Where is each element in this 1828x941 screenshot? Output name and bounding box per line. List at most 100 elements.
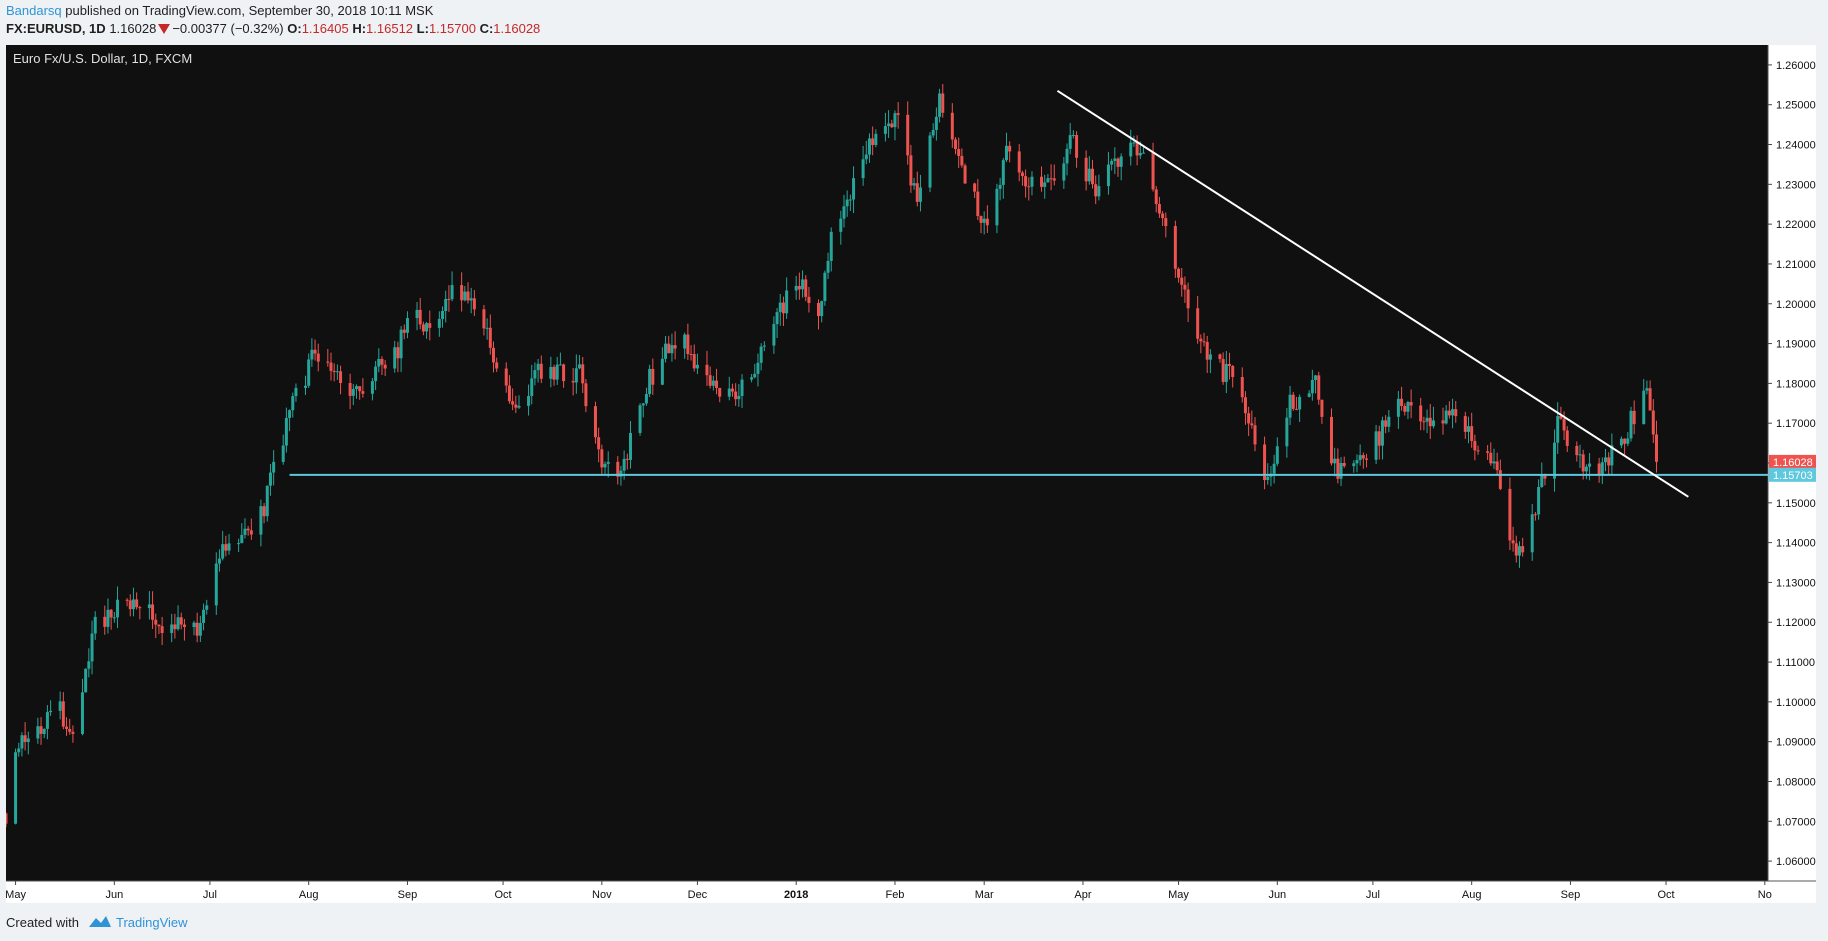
plot-background[interactable] bbox=[6, 45, 1768, 881]
candle-body bbox=[1648, 388, 1652, 411]
candle-body bbox=[1604, 457, 1608, 463]
chart-title: Euro Fx/U.S. Dollar, 1D, FXCM bbox=[13, 51, 192, 66]
time-tick-label: Mar bbox=[975, 889, 994, 901]
candle-body bbox=[562, 364, 566, 382]
candle-body bbox=[686, 334, 690, 354]
candle-body bbox=[1084, 157, 1088, 182]
candle-body bbox=[734, 391, 738, 400]
candle-body bbox=[58, 701, 62, 711]
candle-body bbox=[1530, 514, 1534, 553]
candle-body bbox=[354, 386, 358, 390]
time-tick-label: Nov bbox=[592, 889, 612, 901]
candle-body bbox=[377, 358, 381, 367]
candle-body bbox=[192, 622, 196, 628]
candle-body bbox=[221, 544, 225, 559]
candle-body bbox=[982, 218, 986, 223]
candle-body bbox=[491, 347, 495, 363]
publish-info: Bandarsq published on TradingView.com, S… bbox=[6, 3, 433, 18]
candle-body bbox=[918, 187, 922, 202]
candle-body bbox=[622, 458, 626, 471]
candle-body bbox=[807, 296, 811, 303]
candle-body bbox=[718, 387, 722, 397]
candle-body bbox=[469, 298, 473, 301]
time-tick-label: Oct bbox=[1657, 889, 1674, 901]
candle-body bbox=[1654, 434, 1658, 462]
candle-body bbox=[310, 349, 314, 360]
candle-body bbox=[61, 701, 65, 727]
candle-body bbox=[1619, 438, 1623, 446]
candle-body bbox=[1540, 474, 1544, 488]
price-tick-label: 1.12000 bbox=[1776, 617, 1816, 629]
price-chart[interactable]: 1.26000 1.25000 1.24000 1.23000 1.22000 1.210… bbox=[6, 45, 1816, 903]
candle-body bbox=[272, 461, 276, 473]
time-tick-label: May bbox=[1168, 889, 1189, 901]
candle-body bbox=[1387, 416, 1391, 427]
candle-body bbox=[71, 731, 75, 734]
candle-body bbox=[437, 318, 441, 328]
candle-body bbox=[370, 381, 374, 394]
candle-body bbox=[304, 385, 308, 388]
candle-body bbox=[1607, 457, 1611, 466]
candle-body bbox=[1205, 342, 1209, 360]
candle-body bbox=[1291, 394, 1295, 409]
candle-body bbox=[205, 605, 209, 610]
candle-body bbox=[641, 403, 645, 406]
candle-body bbox=[1208, 354, 1212, 360]
candle-body bbox=[915, 183, 919, 202]
time-tick-label: 2018 bbox=[784, 889, 808, 901]
candle-body bbox=[482, 309, 486, 329]
candle-body bbox=[864, 154, 868, 160]
candle-body bbox=[1310, 379, 1314, 394]
tradingview-logo-icon[interactable] bbox=[88, 913, 112, 929]
price-tick-label: 1.24000 bbox=[1776, 140, 1816, 152]
candle-body bbox=[571, 381, 575, 383]
candle-body bbox=[421, 324, 425, 332]
time-tick-label: Jun bbox=[1268, 889, 1286, 901]
candle-body bbox=[26, 738, 30, 743]
candle-body bbox=[909, 155, 913, 186]
candle-body bbox=[1651, 410, 1655, 435]
candle-body bbox=[890, 123, 894, 128]
candle-body bbox=[1221, 359, 1225, 382]
candle-body bbox=[1447, 410, 1451, 416]
price-tick-label: 1.20000 bbox=[1776, 299, 1816, 311]
candle-body bbox=[135, 599, 139, 608]
candle-body bbox=[112, 617, 116, 619]
author-link[interactable]: Bandarsq bbox=[6, 3, 62, 18]
candle-body bbox=[1253, 425, 1257, 445]
candle-body bbox=[1365, 458, 1369, 460]
candle-body bbox=[603, 463, 607, 468]
candle-body bbox=[1196, 308, 1200, 339]
candle-body bbox=[1476, 450, 1480, 452]
chart-area[interactable]: 1.26000 1.25000 1.24000 1.23000 1.22000 1.210… bbox=[6, 45, 1816, 903]
candle-body bbox=[845, 199, 849, 207]
candle-body bbox=[1240, 376, 1244, 398]
last-price-text: 1.16028 bbox=[109, 21, 157, 36]
candle-body bbox=[262, 506, 266, 517]
candle-body bbox=[87, 661, 91, 669]
candle-body bbox=[667, 343, 671, 354]
candle-body bbox=[151, 604, 155, 620]
candle-body bbox=[1091, 168, 1095, 185]
candle-body bbox=[1173, 226, 1177, 269]
time-tick-label: May bbox=[6, 889, 26, 901]
candle-body bbox=[428, 323, 432, 328]
candle-body bbox=[695, 364, 699, 369]
candle-body bbox=[1129, 142, 1133, 157]
tradingview-brand[interactable]: TradingView bbox=[116, 915, 188, 930]
candle-body bbox=[154, 619, 158, 625]
candle-body bbox=[103, 616, 107, 627]
candle-body bbox=[619, 470, 623, 477]
candle-body bbox=[616, 461, 620, 477]
price-tick-label: 1.06000 bbox=[1776, 856, 1816, 868]
candle-body bbox=[1052, 178, 1056, 181]
candle-body bbox=[1384, 420, 1388, 427]
candle-body bbox=[762, 345, 766, 347]
time-tick-label: Jun bbox=[105, 889, 123, 901]
candle-body bbox=[584, 383, 588, 407]
candle-body bbox=[711, 380, 715, 386]
candle-body bbox=[65, 726, 69, 729]
candle-body bbox=[593, 406, 597, 438]
price-axis[interactable]: 1.26000 1.25000 1.24000 1.23000 1.22000 1.210… bbox=[1768, 60, 1816, 868]
time-axis[interactable]: May Jun Jul Aug Sep Oct Nov Dec 2018 Feb Mar Apr May… bbox=[6, 881, 1772, 901]
